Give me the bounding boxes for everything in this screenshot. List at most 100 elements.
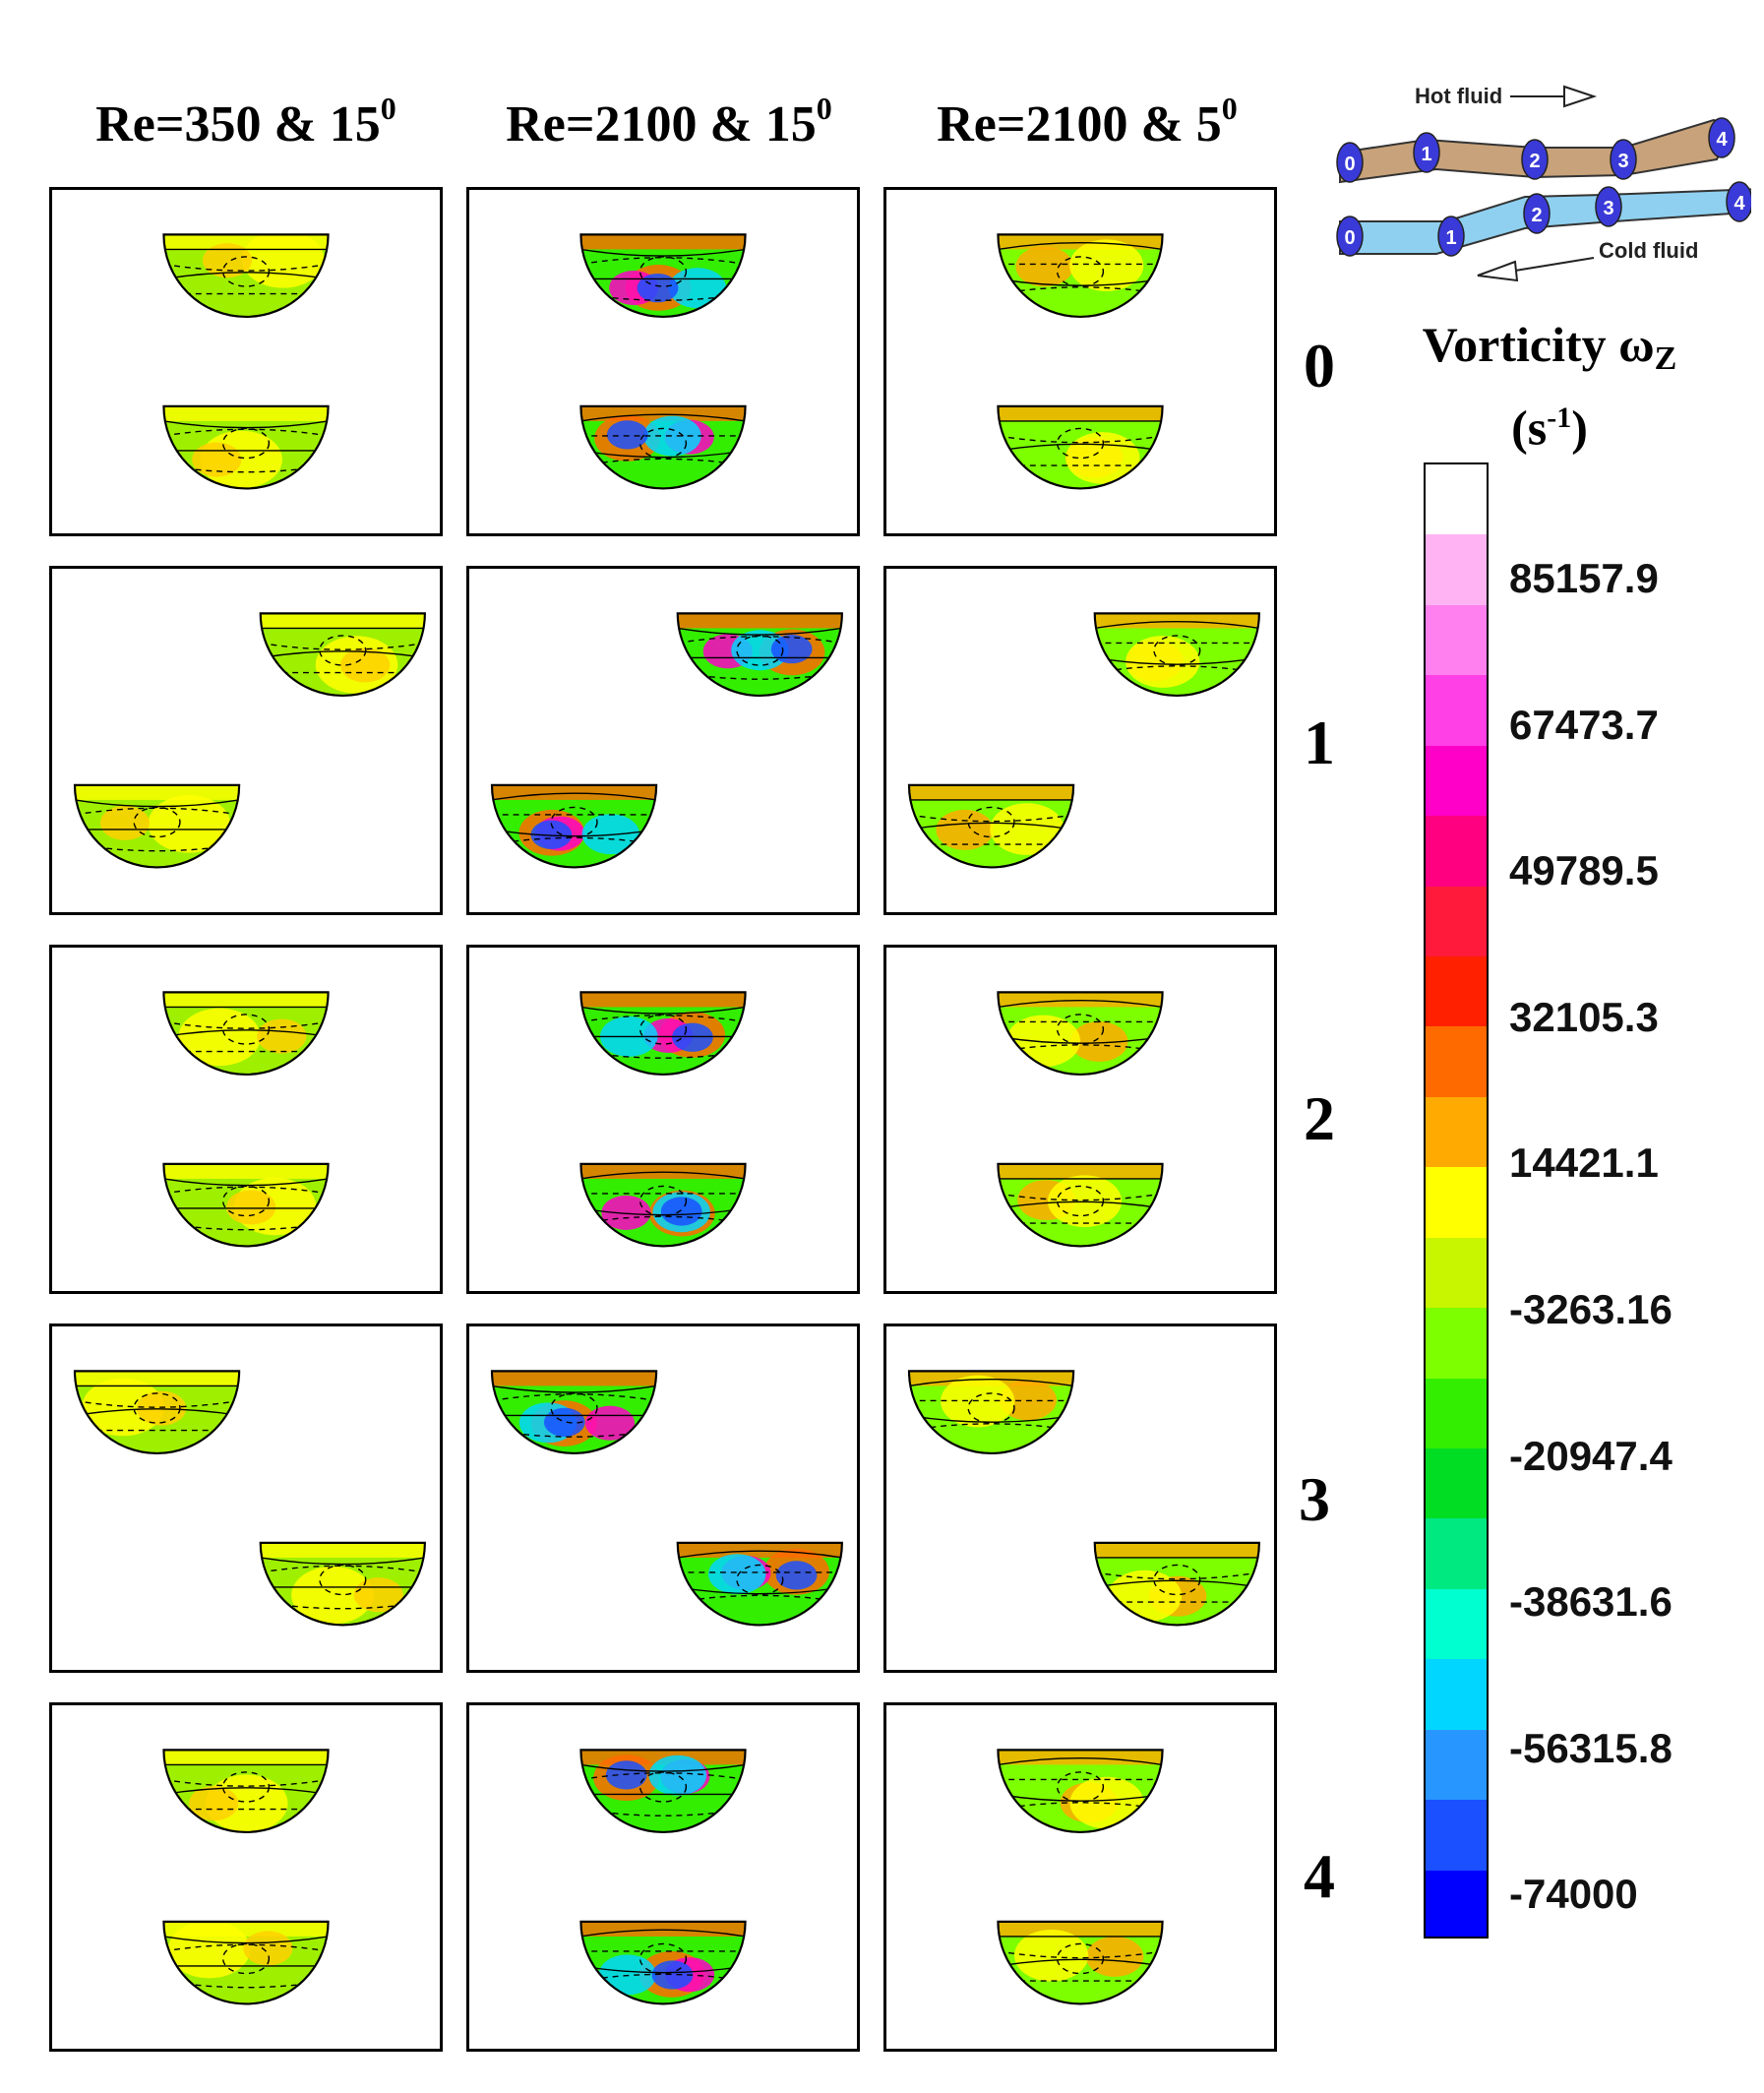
colorbar-segment — [1426, 1518, 1487, 1590]
contour-band — [260, 613, 425, 629]
row-label-1: 1 — [1304, 708, 1335, 777]
contour-band — [1094, 613, 1259, 629]
colorbar-tick-label: 32105.3 — [1509, 993, 1659, 1040]
contour-band — [580, 234, 746, 250]
contour-line — [1056, 1014, 1105, 1045]
contour-band — [163, 405, 329, 421]
contour-field — [677, 1542, 842, 1626]
contour-line — [221, 1014, 271, 1045]
contour-band — [1094, 1542, 1259, 1558]
contour-line — [491, 792, 657, 801]
panel-row4-col0 — [49, 1702, 443, 2052]
contour-line — [998, 1793, 1163, 1802]
contour-blob — [241, 234, 325, 288]
colorbar-segment — [1426, 886, 1487, 957]
channel-cross-section-outline — [579, 1920, 747, 2005]
contour-band — [491, 784, 657, 800]
panel-row3-col2 — [883, 1324, 1277, 1673]
contour-line — [1094, 621, 1259, 630]
contour-band — [580, 1163, 746, 1179]
channel-cross-section-outline — [259, 612, 426, 697]
panel-plot — [579, 233, 747, 490]
contour-field — [74, 1371, 240, 1453]
channel-cross-section-outline — [579, 1749, 747, 1833]
contour-blob — [648, 1754, 707, 1796]
panel-row0-col0 — [49, 187, 443, 536]
panel-row2-col2 — [883, 945, 1277, 1294]
contour-line — [580, 1207, 746, 1216]
contour-blob — [606, 420, 648, 450]
channel-cross-section-outline — [162, 404, 330, 490]
contour-field — [491, 784, 657, 868]
contour-line — [580, 1965, 746, 1974]
contour-line — [221, 256, 271, 287]
contour-blob — [257, 1018, 307, 1054]
contour-line — [580, 1929, 746, 1938]
channel-cross-section-outline — [162, 991, 330, 1076]
contour-line — [998, 1958, 1163, 1967]
contour-line — [221, 1185, 271, 1217]
panel-plot — [73, 612, 426, 869]
colorbar-segment — [1426, 604, 1487, 677]
colorbar-tick-label: -56315.8 — [1509, 1724, 1673, 1771]
panel-plot — [997, 991, 1164, 1248]
contour-line — [580, 413, 746, 422]
contour-line — [580, 1763, 746, 1772]
contour-line — [677, 627, 842, 636]
contour-field — [491, 1371, 657, 1453]
contour-line — [908, 1379, 1074, 1387]
contour-line — [639, 1185, 688, 1217]
contour-blob — [707, 1554, 766, 1595]
contour-line — [908, 822, 1074, 831]
colorbar-segment — [1426, 956, 1487, 1028]
contour-line — [677, 1586, 842, 1595]
channel-cross-section-outline — [676, 612, 843, 697]
contour-line — [580, 450, 746, 459]
contour-blob — [672, 1022, 713, 1052]
svg-text:0: 0 — [1344, 227, 1355, 249]
panel-plot — [579, 991, 747, 1248]
contour-blob — [637, 274, 679, 303]
svg-text:2: 2 — [1529, 151, 1540, 172]
contour-blob — [189, 1786, 239, 1821]
contour-band — [491, 1371, 657, 1386]
hot-node-2: 2 — [1521, 139, 1549, 180]
contour-band — [580, 1921, 746, 1937]
contour-band — [998, 1163, 1163, 1179]
channel-cross-section-outline — [579, 233, 747, 318]
contour-line — [260, 650, 425, 659]
contour-line — [736, 1564, 784, 1596]
panel-plot — [490, 1370, 843, 1627]
colorbar-tick-label: -20947.4 — [1509, 1432, 1673, 1479]
row-label-2: 2 — [1304, 1083, 1335, 1153]
contour-line — [998, 242, 1163, 251]
channel-cross-section-outline — [907, 1370, 1075, 1454]
contour-line — [163, 1178, 329, 1187]
panel-row0-col1 — [466, 187, 860, 536]
contour-blob — [1015, 246, 1073, 287]
contour-field — [1094, 1542, 1259, 1626]
contour-line — [639, 1014, 688, 1045]
contour-line — [639, 256, 688, 287]
contour-line — [221, 1771, 271, 1803]
contour-field — [998, 405, 1163, 489]
colorbar-segment — [1426, 1800, 1487, 1872]
channel-cross-section-outline — [997, 233, 1164, 318]
svg-text:1: 1 — [1445, 227, 1456, 249]
contour-line — [491, 1385, 657, 1393]
row-label-0: 0 — [1304, 331, 1335, 400]
contour-line — [133, 1392, 181, 1424]
colorbar-tick-label: 85157.9 — [1509, 555, 1659, 601]
contour-band — [998, 405, 1163, 421]
contour-field — [260, 1542, 425, 1626]
contour-line — [163, 1029, 329, 1038]
colorbar-segment — [1426, 1308, 1487, 1380]
contour-blob — [167, 1921, 251, 1979]
colorbar-segment — [1426, 534, 1487, 606]
colorbar-segment — [1426, 816, 1487, 888]
panel-row4-col1 — [466, 1702, 860, 2052]
channel-cross-section-outline — [676, 1541, 843, 1627]
contour-field — [580, 1750, 746, 1832]
contour-blob — [1107, 1570, 1183, 1623]
contour-field — [580, 405, 746, 489]
